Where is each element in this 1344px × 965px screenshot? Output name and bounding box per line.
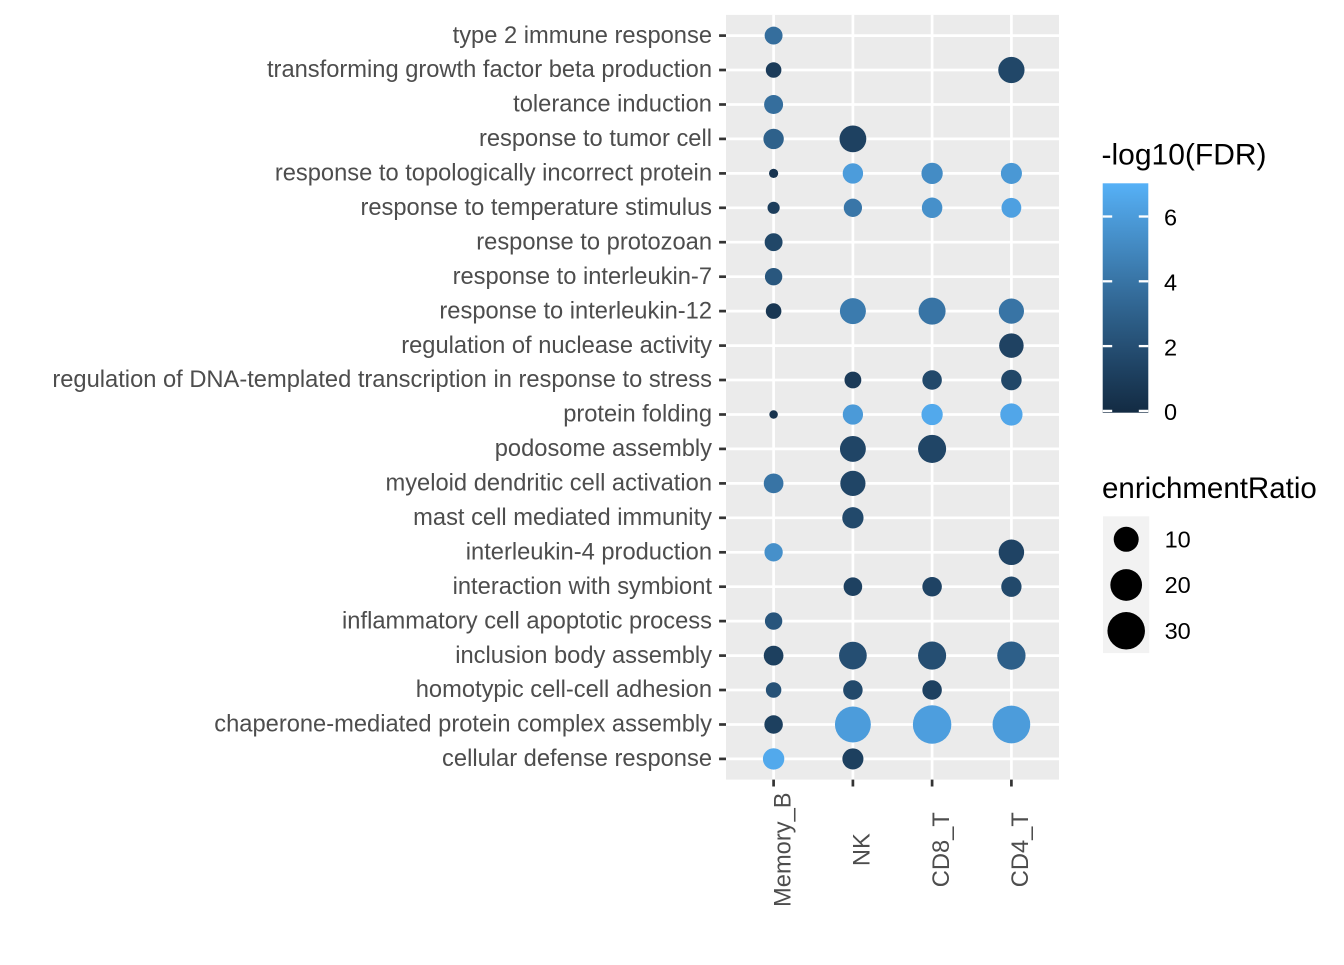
svg-text:20: 20 <box>1165 572 1191 598</box>
svg-text:protein folding: protein folding <box>563 402 712 428</box>
svg-text:response to protozoan: response to protozoan <box>476 229 712 255</box>
svg-text:-log10(FDR): -log10(FDR) <box>1102 139 1267 172</box>
svg-text:podosome assembly: podosome assembly <box>495 436 712 462</box>
svg-text:CD4_T: CD4_T <box>1008 812 1034 887</box>
svg-text:30: 30 <box>1165 618 1191 644</box>
svg-text:homotypic cell-cell adhesion: homotypic cell-cell adhesion <box>416 677 712 703</box>
svg-text:enrichmentRatio: enrichmentRatio <box>1102 472 1317 505</box>
svg-text:CD8_T: CD8_T <box>929 812 955 887</box>
svg-text:response to interleukin-12: response to interleukin-12 <box>439 298 712 324</box>
svg-text:response to temperature stimul: response to temperature stimulus <box>360 195 712 221</box>
svg-text:response to tumor cell: response to tumor cell <box>479 126 712 152</box>
svg-text:regulation of nuclease activit: regulation of nuclease activity <box>401 333 712 359</box>
svg-text:6: 6 <box>1164 205 1177 231</box>
svg-text:chaperone-mediated protein com: chaperone-mediated protein complex assem… <box>214 712 712 738</box>
svg-text:2: 2 <box>1164 334 1177 360</box>
svg-text:type 2 immune response: type 2 immune response <box>453 23 712 49</box>
svg-text:myeloid dendritic cell activat: myeloid dendritic cell activation <box>385 471 712 497</box>
svg-text:transforming growth factor bet: transforming growth factor beta producti… <box>267 57 712 83</box>
svg-text:inclusion body assembly: inclusion body assembly <box>455 643 712 669</box>
svg-text:Memory_B: Memory_B <box>770 792 796 907</box>
svg-text:NK: NK <box>850 833 876 866</box>
svg-text:tolerance induction: tolerance induction <box>513 92 712 118</box>
svg-text:10: 10 <box>1165 527 1191 553</box>
svg-text:cellular defense response: cellular defense response <box>442 746 712 772</box>
svg-text:response to topologically inco: response to topologically incorrect prot… <box>275 161 712 187</box>
svg-text:response to interleukin-7: response to interleukin-7 <box>453 264 712 290</box>
svg-text:regulation of DNA-templated tr: regulation of DNA-templated transcriptio… <box>52 367 712 393</box>
svg-text:0: 0 <box>1164 399 1177 425</box>
svg-text:interleukin-4 production: interleukin-4 production <box>466 540 712 566</box>
svg-text:interaction with symbiont: interaction with symbiont <box>453 574 713 600</box>
svg-text:mast cell mediated immunity: mast cell mediated immunity <box>413 505 712 531</box>
svg-text:inflammatory cell apoptotic pr: inflammatory cell apoptotic process <box>342 608 712 634</box>
svg-text:4: 4 <box>1164 270 1177 296</box>
